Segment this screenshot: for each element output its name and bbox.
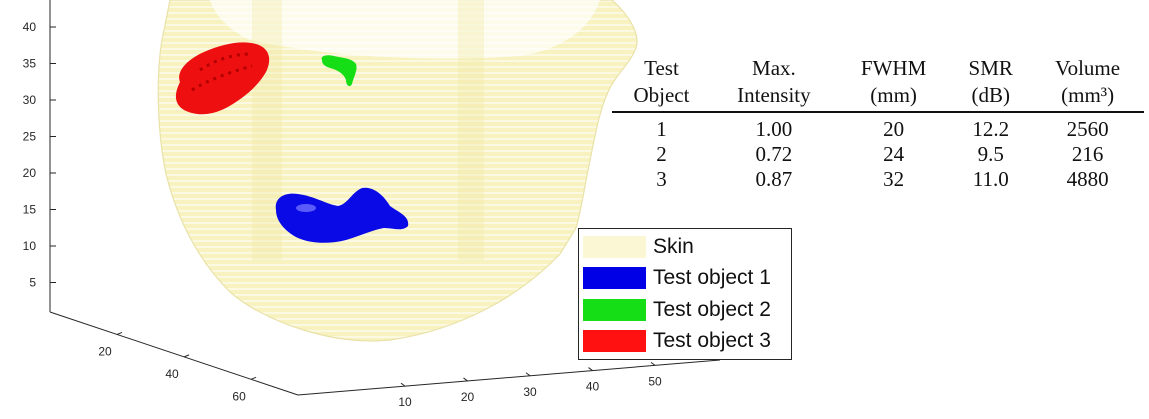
header-smr: SMR (dB) bbox=[950, 55, 1032, 113]
test-object-3-surface bbox=[175, 42, 270, 115]
y-axis-line bbox=[49, 311, 299, 396]
test-object-2-surface bbox=[321, 55, 357, 87]
x-tick-label: 40 bbox=[586, 380, 600, 394]
x-axis-line bbox=[297, 359, 721, 396]
table-cell: 2560 bbox=[1066, 117, 1109, 141]
legend-entry-skin: Skin bbox=[583, 231, 791, 263]
table-header-row: Test Object Max. Intensity FWHM (mm) SMR… bbox=[612, 55, 1144, 113]
legend-label: Test object 1 bbox=[653, 266, 771, 290]
z-tick-label: 15 bbox=[23, 203, 37, 217]
x-tick-mark bbox=[400, 382, 406, 387]
y-tick-label: 60 bbox=[232, 389, 246, 403]
table-row: 2 0.72 24 9.5 216 bbox=[612, 142, 1144, 167]
table-cell: 32 bbox=[883, 167, 905, 191]
table-cell: 11.0 bbox=[972, 167, 1009, 191]
legend-swatch-test-object-2 bbox=[583, 298, 646, 321]
z-tick-label: 20 bbox=[23, 166, 37, 180]
table-cell: 2 bbox=[656, 142, 667, 166]
legend-label: Skin bbox=[653, 234, 694, 258]
table-cell: 0.72 bbox=[755, 142, 793, 166]
header-volume: Volume (mm³) bbox=[1031, 55, 1144, 113]
table-cell: 0.87 bbox=[755, 167, 793, 191]
x-tick-label: 10 bbox=[398, 395, 412, 409]
legend-entry-test-object-3: Test object 3 bbox=[583, 326, 791, 358]
skin-surface bbox=[157, 0, 638, 342]
z-tick-label: 40 bbox=[23, 20, 37, 34]
header-test-object: Test Object bbox=[612, 55, 711, 113]
legend-entry-test-object-1: Test object 1 bbox=[583, 263, 791, 295]
legend-label: Test object 2 bbox=[653, 297, 771, 321]
table-cell: 24 bbox=[883, 142, 905, 166]
table-cell: 20 bbox=[883, 117, 905, 141]
x-tick-mark bbox=[463, 377, 468, 382]
y-axis-ticks: 20 40 60 bbox=[98, 331, 257, 403]
x-tick-label: 20 bbox=[461, 390, 475, 404]
x-tick-mark bbox=[588, 367, 593, 371]
table-cell: 3 bbox=[656, 167, 667, 191]
test-object-1-surface bbox=[275, 187, 409, 243]
y-tick-label: 40 bbox=[165, 367, 179, 381]
legend-entry-test-object-2: Test object 2 bbox=[583, 294, 791, 326]
results-table: Test Object Max. Intensity FWHM (mm) SMR… bbox=[612, 55, 1144, 192]
table-cell: 1.00 bbox=[755, 117, 793, 141]
y-tick-mark bbox=[183, 354, 190, 358]
header-max-intensity: Max. Intensity bbox=[710, 55, 837, 113]
y-tick-label: 20 bbox=[98, 344, 112, 358]
z-tick-label: 10 bbox=[23, 239, 37, 253]
table-row: 3 0.87 32 11.0 4880 bbox=[612, 167, 1144, 192]
table-cell: 1 bbox=[656, 117, 667, 141]
table-cell: 9.5 bbox=[977, 142, 1004, 166]
x-axis-ticks: 10 20 30 40 50 bbox=[398, 361, 662, 409]
table-cell: 216 bbox=[1071, 142, 1104, 166]
z-tick-label: 35 bbox=[23, 57, 37, 71]
x-tick-mark bbox=[650, 361, 656, 366]
y-tick-mark bbox=[250, 376, 257, 380]
x-tick-mark bbox=[525, 372, 531, 377]
table-cell: 12.2 bbox=[972, 117, 1010, 141]
z-tick-label: 25 bbox=[23, 130, 37, 144]
z-tick-label: 5 bbox=[29, 276, 36, 290]
z-tick-label: 30 bbox=[23, 93, 37, 107]
legend-swatch-test-object-1 bbox=[583, 267, 646, 290]
z-axis-ticks: 5 10 15 20 25 30 35 40 bbox=[23, 20, 56, 290]
y-tick-mark bbox=[116, 331, 123, 335]
legend-label: Test object 3 bbox=[653, 329, 771, 353]
legend-swatch-skin bbox=[583, 235, 646, 258]
x-tick-label: 50 bbox=[648, 374, 662, 388]
table-row: 1 1.00 20 12.2 2560 bbox=[612, 112, 1144, 142]
chart-legend: Skin Test object 1 Test object 2 Test ob… bbox=[578, 228, 792, 360]
x-tick-label: 30 bbox=[523, 385, 537, 399]
header-fwhm: FWHM (mm) bbox=[836, 55, 951, 113]
legend-swatch-test-object-3 bbox=[583, 330, 646, 353]
table-cell: 4880 bbox=[1066, 167, 1109, 191]
